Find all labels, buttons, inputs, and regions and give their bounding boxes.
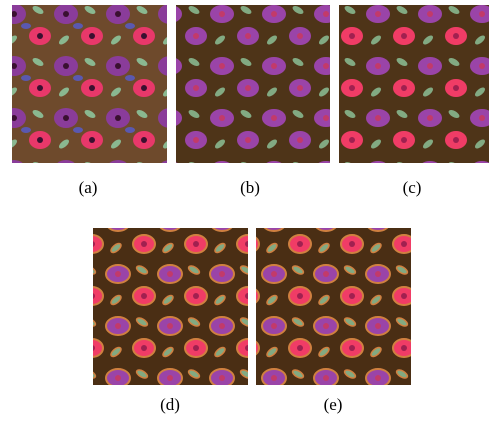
page: (a) (b) (c) (d) (e) (() => { const data …: [0, 0, 489, 429]
caption: (d): [160, 395, 180, 414]
caption: (c): [403, 178, 422, 197]
figure: (a) (b) (c) (d) (e): [0, 0, 489, 424]
caption: (e): [324, 395, 343, 414]
image-b: [176, 5, 330, 163]
image-d: [93, 228, 248, 385]
image-e: [256, 228, 411, 385]
caption: (b): [240, 178, 260, 197]
image-c: [339, 5, 489, 163]
caption: (a): [79, 178, 98, 197]
image-a: [12, 5, 167, 163]
